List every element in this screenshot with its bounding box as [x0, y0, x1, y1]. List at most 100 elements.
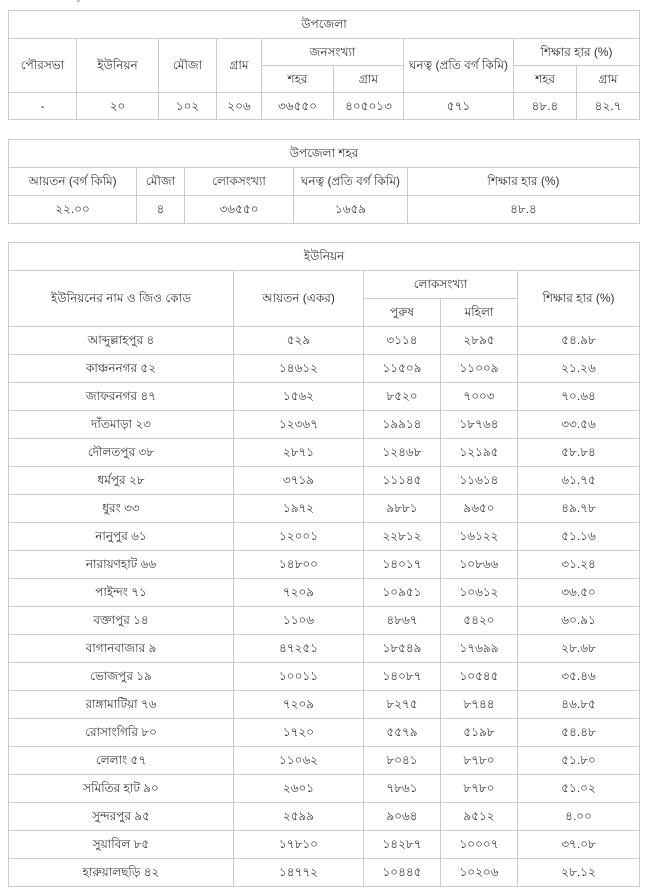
cell-female: ১২১৯৫: [440, 438, 518, 467]
cell-area: ১৭৮১০: [233, 830, 364, 859]
cell-male: ১৯৯১৪: [363, 410, 441, 439]
cell-union-name: পাইন্দং ৭১: [8, 578, 234, 607]
cell-union-name: ধর্মপুর ২৮: [8, 466, 234, 495]
cell-literacy: ৬০.৯১: [516, 606, 641, 635]
table-row: - ২০ ১০২ ২০৬ ৩৬৫৫০ ৪০৫০১৩ ৫৭১ ৪৮.৪ ৪২.৭: [8, 92, 641, 120]
cell-area: ২৫৯৯: [233, 802, 364, 831]
table-row: হারুয়ালছড়ি ৪২ ১৪৭৭২ ১০৪৪৫ ১০২০৬ ২৮.১২: [8, 858, 641, 887]
table-row: বাগানবাজার ৯ ৪৭২৫১ ১৮৫৪৯ ১৭৬৯৯ ২৮.৬৮: [8, 634, 641, 663]
cell-literacy: ৬১.৭৫: [516, 466, 641, 495]
table-row: রোসাংগিরি ৮০ ১৭২০ ৫৫৭৯ ৫১৯৮ ৫৪.৪৮: [8, 718, 641, 747]
table-row: নানুপুর ৬১ ১২০০১ ২২৮১২ ১৬১২২ ৫১.১৬: [8, 522, 641, 551]
cell-union-name: রোসাংগিরি ৮০: [8, 718, 234, 747]
cell-area: ৭২০৯: [233, 690, 364, 719]
cell-union-name: জাফরনগর ৪৭: [8, 382, 234, 411]
cell-area: ২৮৭১: [233, 438, 364, 467]
cell-union-name: বক্তাপুর ১৪: [8, 606, 234, 635]
header-paurashava: পৌরসভা: [8, 38, 77, 93]
cell-literacy: ৫১.০২: [516, 774, 641, 803]
table-row: ভোজপুর ১৯ ১০০১১ ১৪০৮৭ ১০৫৪৫ ৩৫.৪৬: [8, 662, 641, 691]
cell-male: ১০৯৫১: [363, 578, 441, 607]
cell-female: ১৭৬৯৯: [440, 634, 518, 663]
header-female: মহিলা: [440, 298, 518, 327]
cell-union-name: আব্দুল্লাহপুর ৪: [8, 326, 234, 355]
cell-density: ১৬৫৯: [293, 195, 408, 224]
cell-pop-rural: ৪০৫০১৩: [333, 92, 404, 120]
cell-female: ৮৭৮০: [440, 774, 518, 803]
header-density: ঘনত্ব (প্রতি বর্গ কিমি): [293, 167, 408, 196]
union-table: ইউনিয়ন ইউনিয়নের নাম ও জিও কোড আয়তন (এ…: [7, 242, 641, 887]
cell-literacy: ৪৬.৮৫: [516, 690, 641, 719]
cell-union-name: হারুয়ালছড়ি ৪২: [8, 858, 234, 887]
cell-area: ১৪৭৭২: [233, 858, 364, 887]
cell-lit-urban: ৪৮.৪: [513, 92, 577, 120]
header-union-name: ইউনিয়নের নাম ও জিও কোড: [8, 270, 234, 327]
cell-female: ১০৬১২: [440, 578, 518, 607]
cell-female: ১১৬১৪: [440, 466, 518, 495]
cell-union-name: সমিতির হাট ৯০: [8, 774, 234, 803]
header-population: লোকসংখ্যা: [184, 167, 294, 196]
cell-female: ১০৮৬৬: [440, 550, 518, 579]
table-row: সমিতির হাট ৯০ ২৬০১ ৭৮৬১ ৮৭৮০ ৫১.০২: [8, 774, 641, 803]
cell-female: ১০০০৭: [440, 830, 518, 859]
header-literacy: শিক্ষার হার (%): [516, 270, 641, 327]
cell-area: ২৬০১: [233, 774, 364, 803]
header-lit-urban: শহর: [513, 65, 577, 93]
cell-female: ১৬১২২: [440, 522, 518, 551]
cell-area: ১৭২০: [233, 718, 364, 747]
header-area: আয়তন (বর্গ কিমি): [8, 167, 137, 196]
upazila-town-table: উপজেলা শহর আয়তন (বর্গ কিমি) মৌজা লোকসংখ…: [8, 139, 640, 224]
cell-female: ১০৫৪৫: [440, 662, 518, 691]
cell-union-name: রাঙ্গামাটিয়া ৭৬: [8, 690, 234, 719]
cell-female: ৮৭৮০: [440, 746, 518, 775]
table-row: ধর্মপুর ২৮ ৩৭১৯ ১১১৪৫ ১১৬১৪ ৬১.৭৫: [8, 466, 641, 495]
upazila-table-caption: উপজেলা: [7, 10, 641, 39]
cell-male: ৯৮৮১: [363, 494, 441, 523]
union-table-caption: ইউনিয়ন: [7, 242, 641, 271]
cell-area: ২২.০০: [8, 195, 137, 224]
header-density: ঘনত্ব (প্রতি বর্গ কিমি): [403, 38, 514, 93]
table-row: দাঁতমাড়া ২৩ ১২৩৬৭ ১৯৯১৪ ১৮৭৬৪ ৩৩.৫৬: [8, 410, 641, 439]
cell-literacy: ৩৭.০৮: [516, 830, 641, 859]
header-male: পুরুষ: [363, 298, 441, 327]
cell-paurashava: -: [8, 92, 77, 120]
header-pop-urban: শহর: [261, 65, 334, 93]
cell-union-name: সুন্দরপুর ৯৫: [8, 802, 234, 831]
cell-male: ৩১১৪: [363, 326, 441, 355]
cell-union-name: ধুরং ৩৩: [8, 494, 234, 523]
header-population: লোকসংখ্যা: [363, 270, 518, 299]
cell-area: ১০০১১: [233, 662, 364, 691]
clipped-text-fragment: ৳: [76, 0, 84, 4]
cell-literacy: ২৮.১২: [516, 858, 641, 887]
cell-union-name: বাগানবাজার ৯: [8, 634, 234, 663]
cell-gram: ২০৬: [216, 92, 262, 120]
cell-union-name: দৌলতপুর ৩৮: [8, 438, 234, 467]
cell-area: ১৯৭২: [233, 494, 364, 523]
town-table-caption: উপজেলা শহর: [8, 139, 640, 168]
cell-literacy: ৩১.২৪: [516, 550, 641, 579]
table-row: বক্তাপুর ১৪ ১১০৬ ৪৮৬৭ ৫৪২০ ৬০.৯১: [8, 606, 641, 635]
cell-literacy: ৩৩.৫৬: [516, 410, 641, 439]
cell-literacy: ২১.২৬: [516, 354, 641, 383]
table-row: দৌলতপুর ৩৮ ২৮৭১ ১২৪৬৮ ১২১৯৫ ৫৮.৮৪: [8, 438, 641, 467]
cell-literacy: ২৮.৬৮: [516, 634, 641, 663]
cell-union-name: সুয়াবিল ৮৫: [8, 830, 234, 859]
cell-literacy: ৫১.১৬: [516, 522, 641, 551]
cell-union-name: লেলাং ৫৭: [8, 746, 234, 775]
cell-lit-rural: ৪২.৭: [575, 92, 641, 120]
cell-male: ১৪০৮৭: [363, 662, 441, 691]
cell-female: ৫৪২০: [440, 606, 518, 635]
table-row: ২২.০০ ৪ ৩৬৫৫০ ১৬৫৯ ৪৮.৪: [8, 195, 640, 224]
cell-male: ৮০৪১: [363, 746, 441, 775]
cell-area: ৫২৯: [233, 326, 364, 355]
table-row: রাঙ্গামাটিয়া ৭৬ ৭২০৯ ৮২৭৫ ৮৭৪৪ ৪৬.৮৫: [8, 690, 641, 719]
header-union: ইউনিয়ন: [76, 38, 159, 93]
cell-female: ১১০০৯: [440, 354, 518, 383]
cell-male: ১২৪৬৮: [363, 438, 441, 467]
cell-female: ৯৫১২: [440, 802, 518, 831]
cell-male: ৪৮৬৭: [363, 606, 441, 635]
cell-literacy: ৩৬.৫০: [516, 578, 641, 607]
cell-male: ৭৮৬১: [363, 774, 441, 803]
cell-literacy: ৫১.৮০: [516, 746, 641, 775]
